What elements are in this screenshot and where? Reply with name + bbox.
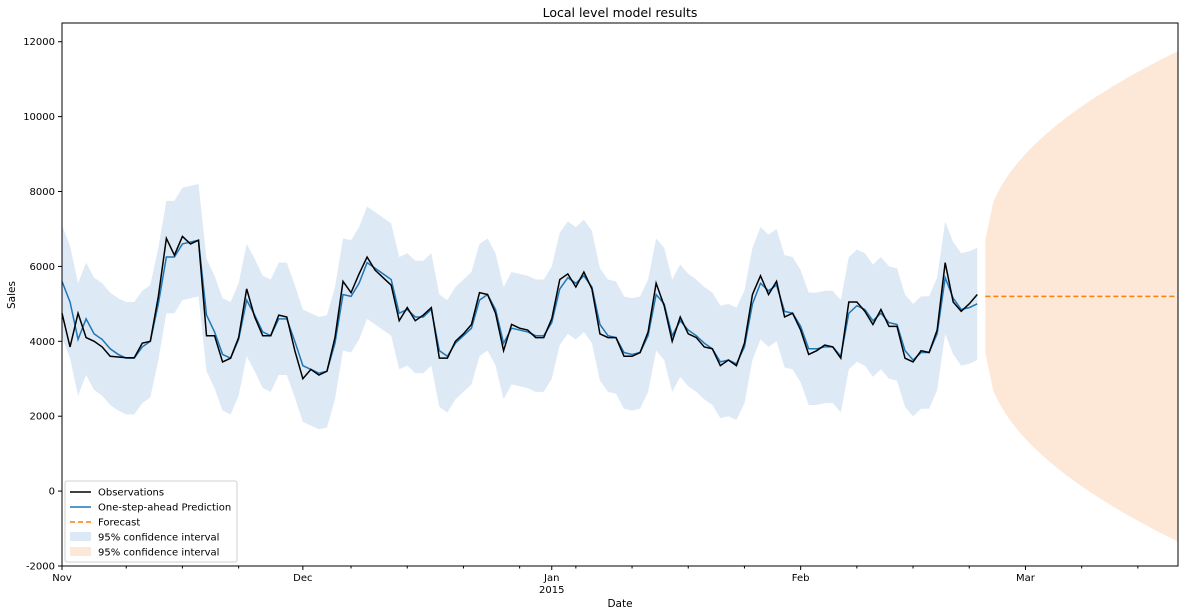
legend-label-forecast-ci: 95% confidence interval bbox=[98, 548, 219, 559]
x-tick-label: Nov bbox=[52, 573, 72, 584]
x-tick-sublabel: 2015 bbox=[539, 585, 564, 596]
y-tick-label: -2000 bbox=[26, 562, 55, 573]
prediction-confidence-band bbox=[62, 184, 978, 430]
legend-label-prediction-ci: 95% confidence interval bbox=[98, 533, 219, 544]
plot-frame bbox=[61, 22, 1179, 567]
y-tick-label: 0 bbox=[49, 487, 55, 498]
legend-entry-prediction-ci: 95% confidence interval bbox=[70, 532, 219, 544]
y-tick-label: 6000 bbox=[30, 262, 55, 273]
observations-series-line bbox=[61, 235, 978, 381]
y-tick-label: 2000 bbox=[30, 412, 55, 423]
legend: Observations One-step-ahead Prediction F… bbox=[64, 480, 238, 563]
chart-title: Local level model results bbox=[543, 5, 698, 20]
y-tick-label: 4000 bbox=[30, 337, 55, 348]
legend-entry-forecast: Forecast bbox=[70, 518, 140, 529]
legend-marker-prediction-ci bbox=[70, 532, 91, 541]
legend-label-observations: Observations bbox=[98, 488, 164, 499]
x-tick-label: Feb bbox=[792, 573, 810, 584]
prediction-series-line bbox=[61, 239, 978, 374]
y-axis-label: Sales bbox=[6, 281, 18, 309]
x-tick-label: Dec bbox=[293, 573, 312, 584]
x-tick-label: Jan bbox=[543, 573, 559, 584]
y-tick-label: 8000 bbox=[30, 187, 55, 198]
legend-marker-forecast-ci bbox=[70, 547, 91, 556]
y-tick-label: 10000 bbox=[23, 112, 55, 123]
legend-entry-observations: Observations bbox=[70, 488, 164, 499]
y-tick-label: 12000 bbox=[23, 37, 55, 48]
legend-entry-forecast-ci: 95% confidence interval bbox=[70, 547, 219, 559]
plot-area: -2000 0 2000 4000 6000 8000 10000 12000 Nov Dec Ja… bbox=[23, 22, 1179, 596]
legend-label-prediction: One-step-ahead Prediction bbox=[98, 503, 231, 514]
x-axis-label: Date bbox=[607, 598, 632, 610]
x-tick-label: Mar bbox=[1016, 573, 1036, 584]
legend-label-forecast: Forecast bbox=[98, 518, 140, 529]
legend-box bbox=[64, 480, 238, 563]
legend-entry-prediction: One-step-ahead Prediction bbox=[70, 503, 231, 514]
